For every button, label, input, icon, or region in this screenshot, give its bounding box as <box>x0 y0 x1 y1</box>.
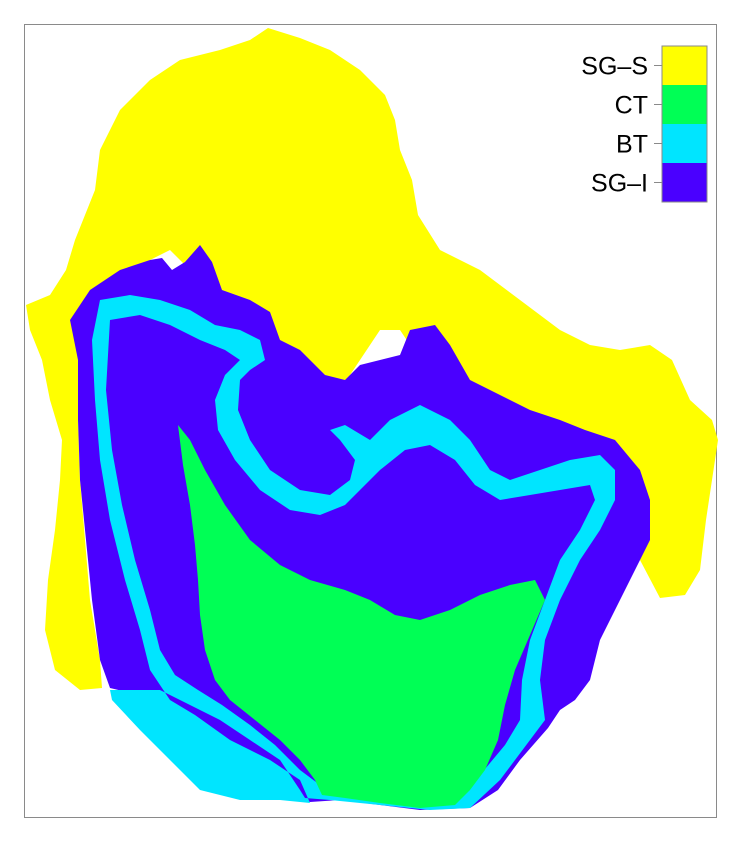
legend-label: SG–I <box>591 170 648 198</box>
plot-frame <box>24 24 717 818</box>
legend-swatch <box>662 46 707 85</box>
legend-border <box>661 45 708 203</box>
legend-swatch <box>662 163 707 202</box>
legend-label: SG–S <box>581 53 648 81</box>
legend-label: BT <box>616 131 648 159</box>
region-ct <box>178 425 545 808</box>
legend-swatch <box>662 124 707 163</box>
legend-label: CT <box>615 92 648 120</box>
legend-swatch <box>662 85 707 124</box>
region-sg-s <box>26 28 718 690</box>
